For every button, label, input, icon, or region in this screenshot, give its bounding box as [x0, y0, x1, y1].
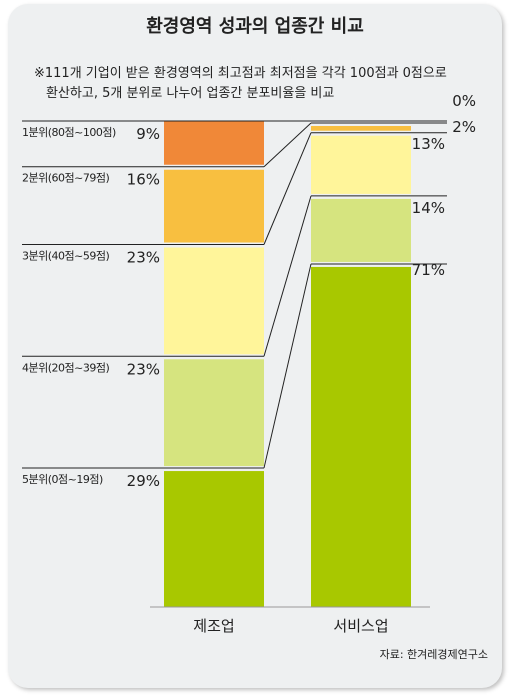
bar-segment-2-4	[311, 198, 411, 262]
value-label-2-3: 13%	[412, 135, 445, 153]
connector-line-2	[263, 122, 312, 168]
bar-segment-1-2	[164, 169, 264, 243]
bar-segment-1-5	[164, 471, 264, 607]
value-label-1-3: 23%	[127, 249, 160, 267]
value-label-2-2: 2%	[452, 118, 476, 136]
bar-segment-1-3	[164, 247, 264, 355]
value-label-2-5: 71%	[412, 261, 445, 279]
chart-note: ※111개 기업이 받은 환경영역의 최고점과 최저점을 각각 100점과 0점…	[34, 64, 494, 104]
connector-line-5	[263, 263, 312, 469]
segment-name-4: 4분위(20점~39점)	[22, 361, 109, 374]
segment-name-5: 5분위(0점~19점)	[22, 473, 103, 486]
value-label-1-4: 23%	[127, 360, 160, 378]
chart-title: 환경영역 성과의 업종간 비교	[146, 16, 364, 37]
bar-segment-2-3	[311, 135, 411, 194]
value-label-2-4: 14%	[412, 199, 445, 217]
source-note: 자료: 한겨레경제연구소	[379, 648, 488, 661]
segment-name-3: 3분위(40점~59점)	[22, 250, 109, 263]
value-label-1-1: 9%	[136, 125, 160, 143]
value-label-2-1: 0%	[452, 92, 476, 110]
segment-name-2: 2분위(60점~79점)	[22, 172, 109, 185]
bar-segment-1-4	[164, 359, 264, 467]
note-line-2: 환산하고, 5개 분위로 나누어 업종간 분포비율을 비교	[46, 86, 335, 101]
bar-segment-2-5	[311, 266, 411, 607]
category-label-1: 제조업	[193, 617, 234, 635]
bar-segment-1-1	[164, 121, 264, 165]
note-line-1: ※111개 기업이 받은 환경영역의 최고점과 최저점을 각각 100점과 0점…	[34, 66, 447, 81]
segment-name-1: 1분위(80점~100점)	[22, 126, 116, 139]
bar-segment-2-2	[311, 126, 411, 131]
category-label-2: 서비스업	[333, 617, 388, 635]
value-label-1-5: 29%	[127, 472, 160, 490]
value-label-1-2: 16%	[127, 171, 160, 189]
connector-line-3	[263, 132, 312, 245]
connector-line-4	[263, 195, 312, 357]
